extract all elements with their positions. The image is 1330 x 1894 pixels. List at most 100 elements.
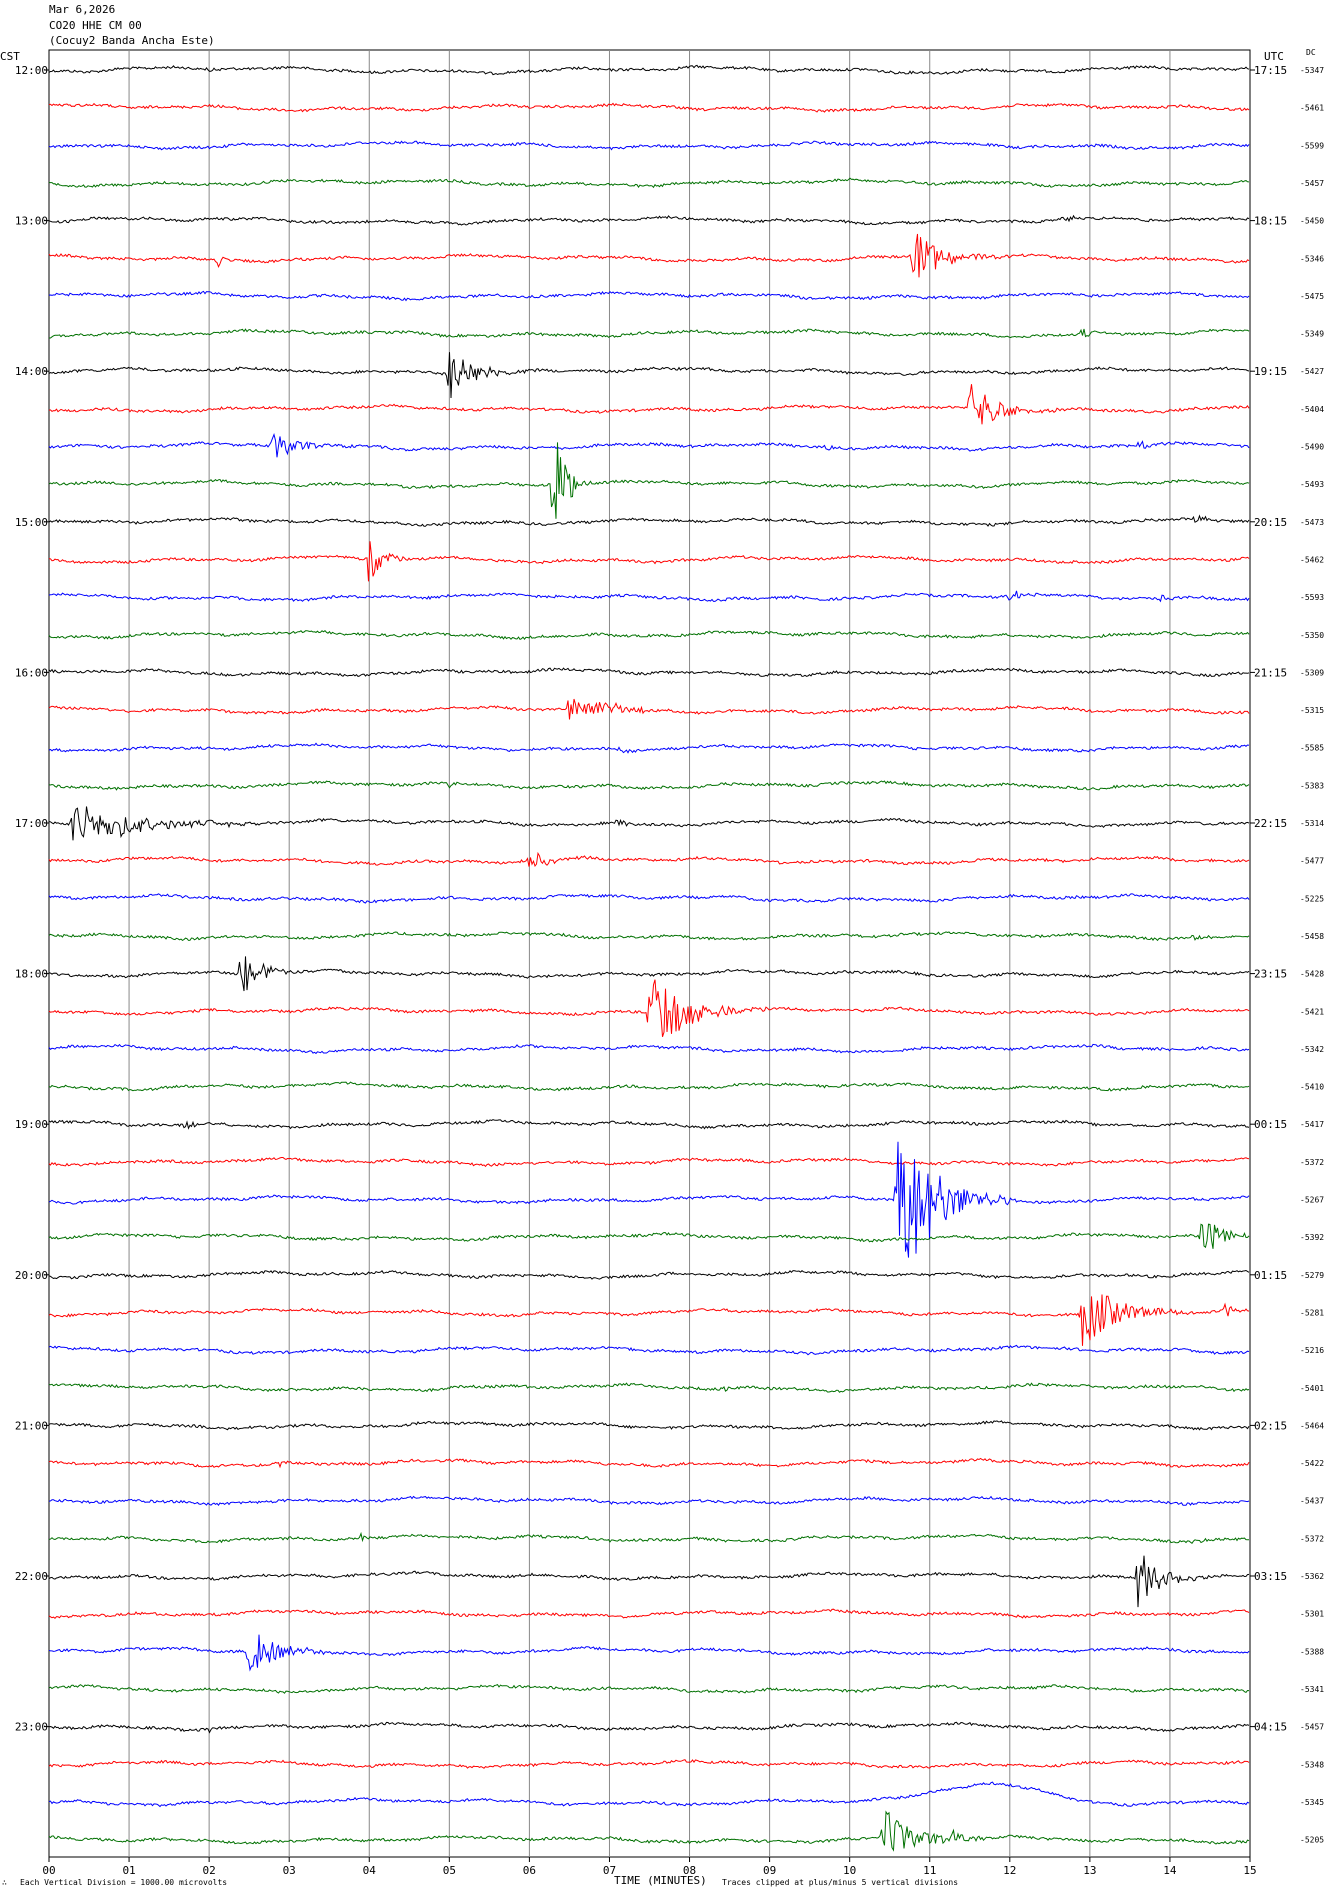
dc-offset-label-30: -5267 xyxy=(1300,1196,1324,1205)
hour-label-right-0: 17:15 xyxy=(1254,64,1287,77)
dc-offset-label-28: -5417 xyxy=(1300,1120,1324,1129)
seismic-trace-10 xyxy=(48,432,1250,458)
dc-offset-label-17: -5315 xyxy=(1300,706,1324,715)
dc-offset-label-45: -5348 xyxy=(1300,1760,1324,1769)
dc-offset-label-21: -5477 xyxy=(1300,857,1324,866)
seismic-trace-7 xyxy=(49,328,1250,339)
dc-offset-label-41: -5301 xyxy=(1300,1610,1324,1619)
seismic-trace-3 xyxy=(48,177,1250,189)
seismic-trace-18 xyxy=(48,742,1250,754)
seismic-trace-14 xyxy=(48,590,1250,603)
seismic-trace-24 xyxy=(48,956,1250,992)
seismic-trace-47 xyxy=(48,1810,1250,1852)
dc-offset-label-47: -5205 xyxy=(1300,1836,1324,1845)
hour-label-left-7: 19:00 xyxy=(15,1118,48,1131)
seismic-trace-20 xyxy=(48,806,1250,841)
seismic-trace-23 xyxy=(48,931,1250,942)
station-label: CO20 HHE CM 00 xyxy=(49,19,142,32)
hour-label-right-9: 02:15 xyxy=(1254,1419,1287,1432)
seismic-trace-19 xyxy=(48,780,1250,791)
x-tick-label-06: 06 xyxy=(523,1864,536,1877)
x-tick-label-07: 07 xyxy=(603,1864,616,1877)
seismic-trace-45 xyxy=(48,1759,1250,1769)
dc-offset-label-39: -5372 xyxy=(1300,1534,1324,1543)
dc-offset-label-2: -5599 xyxy=(1300,141,1324,150)
seismic-trace-9 xyxy=(48,384,1250,425)
dc-offset-label-26: -5342 xyxy=(1300,1045,1324,1054)
seismic-trace-39 xyxy=(48,1531,1250,1545)
hour-label-left-2: 14:00 xyxy=(15,365,48,378)
dc-offset-label-3: -5457 xyxy=(1300,179,1324,188)
seismic-trace-2 xyxy=(48,140,1250,151)
dc-offset-label-43: -5341 xyxy=(1300,1685,1324,1694)
seismic-trace-25 xyxy=(48,979,1250,1037)
seismic-trace-32 xyxy=(48,1269,1250,1280)
dc-offset-label-4: -5450 xyxy=(1300,217,1324,226)
seismic-trace-6 xyxy=(48,290,1250,302)
x-tick-label-03: 03 xyxy=(283,1864,296,1877)
dc-offset-label-40: -5362 xyxy=(1300,1572,1324,1581)
dc-offset-label-33: -5281 xyxy=(1300,1308,1324,1317)
seismic-trace-46 xyxy=(48,1781,1250,1808)
logo-mark: ∴ xyxy=(2,1878,7,1887)
left-timezone-label: CST xyxy=(0,50,20,63)
seismic-trace-43 xyxy=(48,1683,1250,1694)
hour-label-right-3: 20:15 xyxy=(1254,516,1287,529)
hour-label-right-8: 01:15 xyxy=(1254,1269,1287,1282)
dc-offset-label-14: -5593 xyxy=(1300,593,1324,602)
hour-label-left-11: 23:00 xyxy=(15,1721,48,1734)
dc-offset-label-22: -5225 xyxy=(1300,894,1324,903)
hour-label-left-4: 16:00 xyxy=(15,666,48,679)
x-tick-label-11: 11 xyxy=(923,1864,936,1877)
dc-offset-label-44: -5457 xyxy=(1300,1723,1324,1732)
seismic-trace-4 xyxy=(48,214,1250,226)
dc-offset-label-31: -5392 xyxy=(1300,1233,1324,1242)
seismic-trace-13 xyxy=(48,541,1250,582)
dc-offset-label-6: -5475 xyxy=(1300,292,1324,301)
dc-offset-label-38: -5437 xyxy=(1300,1497,1324,1506)
dc-offset-label-25: -5421 xyxy=(1300,1007,1324,1016)
hour-label-right-2: 19:15 xyxy=(1254,365,1287,378)
x-tick-label-12: 12 xyxy=(1003,1864,1016,1877)
hour-label-left-6: 18:00 xyxy=(15,968,48,981)
hour-label-right-5: 22:15 xyxy=(1254,817,1287,830)
seismic-trace-29 xyxy=(48,1157,1250,1168)
dc-offset-label-1: -5461 xyxy=(1300,104,1324,113)
seismic-trace-35 xyxy=(48,1382,1250,1393)
seismic-trace-44 xyxy=(48,1721,1250,1734)
x-tick-label-02: 02 xyxy=(203,1864,216,1877)
hour-label-left-0: 12:00 xyxy=(15,64,48,77)
hour-label-left-3: 15:00 xyxy=(15,516,48,529)
dc-offset-label-7: -5349 xyxy=(1300,330,1324,339)
seismic-trace-40 xyxy=(48,1555,1250,1608)
x-tick-label-00: 00 xyxy=(42,1864,55,1877)
dc-offset-label-16: -5309 xyxy=(1300,668,1324,677)
seismic-trace-27 xyxy=(48,1081,1250,1092)
hour-label-left-8: 20:00 xyxy=(15,1269,48,1282)
dc-heading: DC xyxy=(1306,48,1316,57)
dc-offset-label-35: -5401 xyxy=(1300,1384,1324,1393)
hour-label-right-11: 04:15 xyxy=(1254,1721,1287,1734)
plot-frame xyxy=(48,49,1251,1858)
right-timezone-label: UTC xyxy=(1264,50,1284,63)
hour-label-right-10: 03:15 xyxy=(1254,1570,1287,1583)
dc-offset-label-18: -5585 xyxy=(1300,744,1324,753)
x-tick-label-09: 09 xyxy=(763,1864,776,1877)
dc-offset-label-46: -5345 xyxy=(1300,1798,1324,1807)
seismic-trace-42 xyxy=(48,1634,1250,1672)
dc-offset-label-0: -5347 xyxy=(1300,66,1324,75)
dc-offset-label-13: -5462 xyxy=(1300,555,1324,564)
dc-offset-label-10: -5490 xyxy=(1300,443,1324,452)
hour-label-left-10: 22:00 xyxy=(15,1570,48,1583)
site-label: (Cocuy2 Banda Ancha Este) xyxy=(49,34,215,47)
seismic-trace-34 xyxy=(48,1344,1250,1356)
seismic-trace-37 xyxy=(48,1457,1250,1469)
seismic-trace-1 xyxy=(48,102,1250,113)
seismic-trace-8 xyxy=(48,352,1250,399)
seismic-trace-22 xyxy=(48,893,1250,904)
hour-label-right-7: 00:15 xyxy=(1254,1118,1287,1131)
dc-offset-label-9: -5404 xyxy=(1300,405,1324,414)
seismic-trace-41 xyxy=(48,1608,1250,1619)
dc-offset-label-27: -5410 xyxy=(1300,1083,1324,1092)
x-tick-label-13: 13 xyxy=(1083,1864,1096,1877)
